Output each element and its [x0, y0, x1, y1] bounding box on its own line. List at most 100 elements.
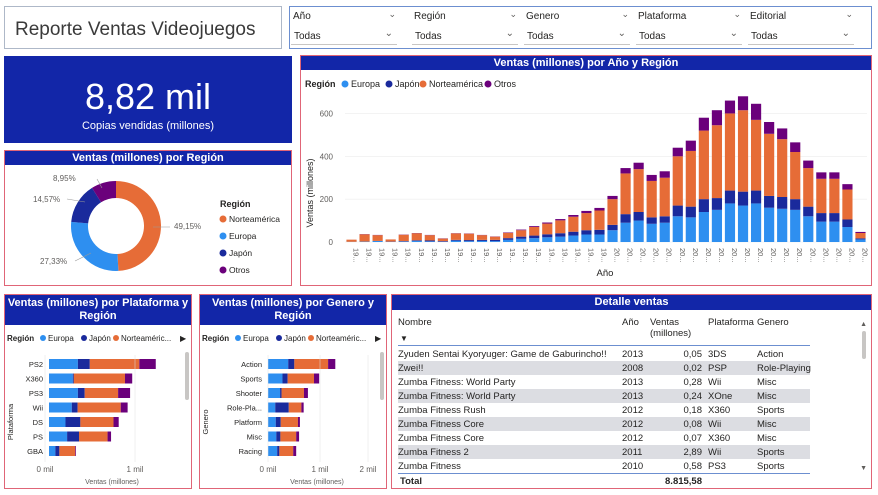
year-bar-japón[interactable]: [607, 224, 618, 231]
slicer-publisher[interactable]: Editorial ⌄ Todas ⌄: [747, 7, 859, 50]
year-bar-norteamérica[interactable]: [803, 168, 814, 207]
year-bar-europa[interactable]: [476, 240, 488, 242]
bar-segment-otros[interactable]: [328, 359, 336, 369]
bar-segment-japón[interactable]: [277, 446, 280, 456]
year-bar-otros[interactable]: [816, 172, 827, 179]
year-bar-europa[interactable]: [450, 240, 462, 242]
year-bar-europa[interactable]: [790, 209, 801, 242]
year-bar-otros[interactable]: [607, 195, 618, 200]
year-bar-japón[interactable]: [764, 195, 775, 208]
scroll-down-icon[interactable]: ▼: [860, 465, 867, 472]
year-bar-europa[interactable]: [463, 241, 475, 242]
column-header-genre[interactable]: Genero: [757, 317, 789, 328]
year-bar-europa[interactable]: [829, 221, 840, 242]
year-bar-europa[interactable]: [633, 220, 644, 242]
year-bar-norteamérica[interactable]: [450, 233, 462, 240]
year-bar-norteamérica[interactable]: [633, 169, 644, 212]
year-bar-japón[interactable]: [698, 199, 709, 212]
region-dropdown[interactable]: Todas ⌄: [412, 27, 518, 45]
year-bar-norteamérica[interactable]: [516, 230, 527, 237]
bar-segment-otros[interactable]: [107, 431, 112, 442]
year-bar-europa[interactable]: [489, 241, 501, 242]
bar-segment-japón[interactable]: [71, 402, 78, 413]
bar-segment-europa[interactable]: [268, 359, 289, 369]
bar-segment-europa[interactable]: [49, 388, 78, 398]
chevron-down-icon[interactable]: ⌄: [733, 9, 741, 19]
table-row[interactable]: Zumba Fitness 2010 0,58 PS3 Sports: [398, 459, 810, 473]
year-bar-europa[interactable]: [372, 240, 383, 242]
genre-dropdown[interactable]: Todas ⌄: [524, 27, 630, 45]
year-bar-norteamérica[interactable]: [385, 239, 396, 242]
year-bar-otros[interactable]: [790, 142, 801, 152]
donut-slice-europa[interactable]: [71, 221, 119, 271]
bar-segment-japón[interactable]: [77, 359, 90, 369]
year-bar-otros[interactable]: [581, 210, 592, 214]
bar-segment-norteamérica[interactable]: [89, 359, 140, 369]
year-bar-norteamérica[interactable]: [842, 189, 853, 220]
bar-segment-europa[interactable]: [268, 417, 276, 427]
year-bar-norteamérica[interactable]: [620, 173, 631, 215]
year-bar-norteamérica[interactable]: [764, 133, 775, 196]
year-bar-norteamérica[interactable]: [476, 235, 488, 240]
year-bar-europa[interactable]: [411, 240, 422, 242]
year-bar-europa[interactable]: [581, 234, 592, 243]
year-bar-japón[interactable]: [724, 190, 736, 204]
publisher-dropdown[interactable]: Todas ⌄: [748, 27, 854, 45]
year-bar-europa[interactable]: [750, 203, 762, 242]
table-row[interactable]: Zumba Fitness Core 2012 0,08 Wii Misc: [398, 417, 810, 431]
year-bar-norteamérica[interactable]: [463, 233, 475, 241]
year-bar-japón[interactable]: [842, 219, 853, 228]
year-bar-japón[interactable]: [646, 217, 657, 224]
bar-segment-norteamérica[interactable]: [294, 359, 329, 369]
bar-segment-europa[interactable]: [268, 388, 281, 398]
year-bar-norteamérica[interactable]: [489, 236, 501, 240]
year-bar-norteamérica[interactable]: [398, 234, 409, 242]
scrollbar[interactable]: [185, 352, 189, 400]
year-bar-europa[interactable]: [842, 227, 853, 242]
year-bar-japón[interactable]: [463, 240, 475, 242]
year-bar-japón[interactable]: [777, 197, 788, 209]
year-bar-otros[interactable]: [698, 117, 709, 131]
year-bar-europa[interactable]: [764, 207, 775, 242]
year-bar-europa[interactable]: [607, 230, 618, 242]
bar-segment-europa[interactable]: [49, 446, 56, 456]
year-bar-otros[interactable]: [711, 110, 723, 126]
year-bar-norteamérica[interactable]: [372, 235, 383, 241]
year-bar-europa[interactable]: [672, 216, 683, 242]
bar-segment-otros[interactable]: [293, 446, 297, 456]
column-header-platform[interactable]: Plataforma: [708, 317, 754, 328]
year-bar-norteamérica[interactable]: [359, 234, 370, 242]
year-bar-otros[interactable]: [646, 174, 657, 181]
year-bar-europa[interactable]: [646, 223, 657, 242]
table-row[interactable]: Zyuden Sentai Kyoryuger: Game de Gaburin…: [398, 347, 810, 361]
year-bar-japón[interactable]: [685, 206, 696, 218]
chevron-down-icon[interactable]: ⌄: [388, 9, 396, 19]
year-bar-japón[interactable]: [476, 239, 488, 241]
year-bar-norteamérica[interactable]: [542, 223, 553, 235]
legend-next-icon[interactable]: ▶: [180, 334, 187, 343]
year-bar-europa[interactable]: [803, 216, 814, 242]
year-bar-norteamérica[interactable]: [672, 156, 683, 206]
year-bar-japón[interactable]: [711, 198, 723, 210]
year-bar-japón[interactable]: [516, 236, 527, 239]
year-bar-japón[interactable]: [568, 231, 579, 236]
bar-segment-otros[interactable]: [139, 359, 156, 369]
year-bar-norteamérica[interactable]: [555, 220, 566, 234]
year-bar-otros[interactable]: [737, 96, 749, 111]
year-bar-japón[interactable]: [855, 238, 866, 240]
chevron-down-icon[interactable]: ⌄: [509, 9, 517, 19]
year-bar-otros[interactable]: [855, 231, 866, 233]
year-bar-europa[interactable]: [855, 239, 866, 242]
year-bar-europa[interactable]: [594, 234, 605, 243]
year-bar-otros[interactable]: [555, 219, 566, 221]
scrollbar[interactable]: [380, 352, 384, 400]
table-row[interactable]: Zumba Fitness 2 2011 2,89 Wii Sports: [398, 445, 810, 459]
bar-segment-norteamérica[interactable]: [279, 446, 294, 456]
bar-segment-otros[interactable]: [75, 446, 76, 456]
year-bar-otros[interactable]: [659, 171, 670, 178]
bar-segment-otros[interactable]: [118, 388, 131, 398]
year-bar-otros[interactable]: [750, 103, 762, 120]
bar-segment-japón[interactable]: [65, 417, 81, 427]
year-bar-japón[interactable]: [803, 206, 814, 217]
year-bar-japón[interactable]: [659, 216, 670, 223]
